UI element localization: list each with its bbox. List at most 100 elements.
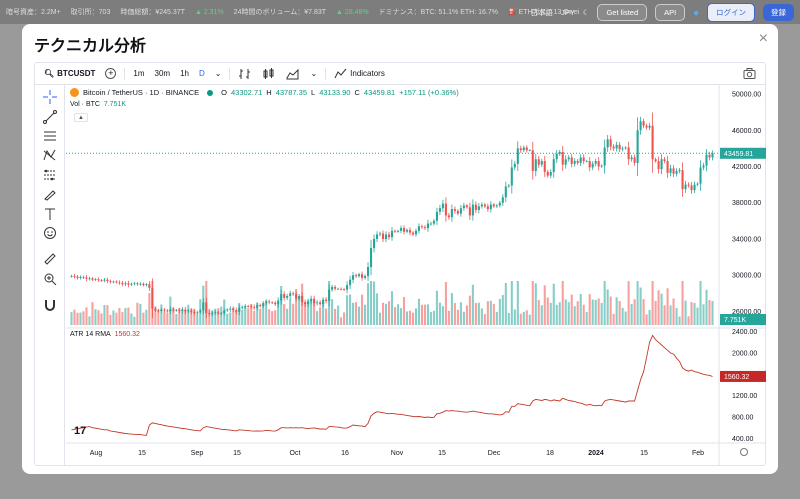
gear-icon[interactable] bbox=[740, 448, 748, 456]
collapse-legend-button[interactable]: ▲ bbox=[74, 113, 88, 122]
candle-body bbox=[393, 230, 397, 232]
compare-symbol-button[interactable]: + bbox=[100, 63, 121, 85]
trend-line-icon[interactable] bbox=[42, 109, 58, 125]
volume-bar bbox=[675, 308, 678, 325]
interval-30m[interactable]: 30m bbox=[154, 69, 171, 78]
api-button[interactable]: API bbox=[655, 3, 686, 21]
volume-bar bbox=[558, 302, 561, 325]
volume-bar bbox=[486, 301, 489, 325]
drawing-toolbar bbox=[35, 85, 65, 465]
candle-body bbox=[615, 144, 618, 149]
candle-style-button[interactable] bbox=[257, 63, 281, 85]
candle-body bbox=[378, 233, 382, 235]
volume-bar bbox=[358, 306, 361, 325]
ruler-icon[interactable] bbox=[42, 251, 58, 267]
candle-body bbox=[486, 206, 489, 210]
fib-retracement-icon[interactable] bbox=[42, 128, 58, 144]
projection-icon[interactable] bbox=[42, 167, 58, 183]
candle-body bbox=[651, 125, 654, 160]
candle-body bbox=[606, 139, 609, 148]
symbol-search[interactable]: 🔍︎ BTCUSDT bbox=[39, 63, 100, 85]
atr-tick-label: 2000.00 bbox=[732, 351, 757, 358]
area-style-button[interactable] bbox=[281, 63, 305, 85]
candle-body bbox=[223, 310, 226, 314]
crosshair-icon[interactable] bbox=[42, 89, 58, 105]
candle-body bbox=[91, 278, 94, 280]
candle-body bbox=[537, 159, 540, 165]
interval-d[interactable]: D bbox=[198, 69, 205, 78]
volume-bar bbox=[579, 294, 582, 325]
candle-body bbox=[435, 211, 438, 221]
candle-body bbox=[283, 294, 286, 298]
volume-bar bbox=[280, 286, 283, 325]
close-icon[interactable]: × bbox=[758, 30, 768, 47]
get-listed-button[interactable]: Get listed bbox=[597, 3, 648, 21]
dark-mode-icon[interactable]: ☾ bbox=[582, 7, 590, 17]
register-button[interactable]: 登録 bbox=[763, 3, 794, 21]
atr-tick-label: 2400.00 bbox=[732, 329, 757, 336]
style-dropdown[interactable]: ⌄ bbox=[305, 63, 322, 85]
candle-body bbox=[477, 206, 480, 210]
volume-bar bbox=[349, 294, 352, 325]
chart-plot-area[interactable]: 50000.00 46000.00 42000.00 38000.00 34000.00… bbox=[66, 85, 766, 465]
volume-bar bbox=[546, 297, 549, 325]
snapshot-button[interactable] bbox=[738, 63, 761, 85]
volume-bar bbox=[304, 301, 307, 325]
volume-bar bbox=[100, 313, 103, 325]
login-button[interactable]: ログイン bbox=[707, 2, 755, 22]
candle-body bbox=[690, 185, 693, 191]
language-select[interactable]: 日本語 bbox=[530, 7, 553, 17]
text-icon[interactable] bbox=[42, 206, 58, 222]
emoji-icon[interactable] bbox=[42, 225, 58, 241]
candle-body bbox=[184, 309, 187, 312]
volume-bar bbox=[163, 311, 166, 325]
indicators-button[interactable]: Indicators bbox=[329, 63, 390, 85]
candle-body bbox=[456, 210, 459, 214]
candle-body bbox=[265, 301, 268, 304]
volume-bar bbox=[672, 298, 675, 325]
volume-bar bbox=[405, 311, 409, 325]
candle-body bbox=[483, 204, 486, 207]
volume-bar bbox=[609, 296, 612, 325]
candle-body bbox=[118, 282, 121, 284]
candle-body bbox=[319, 302, 322, 305]
diamond-icon[interactable]: ◆ bbox=[693, 7, 699, 17]
candle-body bbox=[331, 286, 334, 290]
volume-bar bbox=[399, 308, 403, 325]
pattern-icon[interactable] bbox=[42, 147, 58, 163]
volume-bar bbox=[483, 314, 486, 325]
volume-bar bbox=[507, 312, 510, 325]
interval-dropdown[interactable]: ⌄ bbox=[210, 63, 227, 85]
volume-label: Vol · BTC bbox=[70, 101, 100, 108]
candle-body bbox=[229, 308, 232, 310]
candle-body bbox=[106, 279, 109, 282]
candle-body bbox=[399, 228, 403, 231]
candle-body bbox=[142, 283, 145, 286]
interval-1m[interactable]: 1m bbox=[133, 69, 145, 78]
bar-style-button[interactable] bbox=[233, 63, 257, 85]
candle-body bbox=[85, 277, 88, 279]
candle-body bbox=[576, 161, 579, 163]
volume-bar bbox=[337, 305, 340, 325]
volume-bar bbox=[525, 310, 528, 325]
candle-body bbox=[154, 308, 157, 311]
candle-body bbox=[178, 310, 181, 311]
magnet-icon[interactable] bbox=[42, 297, 58, 313]
interval-1h[interactable]: 1h bbox=[180, 69, 189, 78]
brush-icon[interactable] bbox=[42, 186, 58, 202]
candle-body bbox=[97, 279, 100, 281]
candle-body bbox=[534, 159, 537, 172]
volume-bar bbox=[633, 299, 636, 325]
volume-bar bbox=[226, 313, 229, 325]
volume-bar bbox=[112, 310, 115, 325]
volume-bar bbox=[438, 302, 441, 325]
volume-bar bbox=[699, 281, 702, 325]
zoom-in-icon[interactable] bbox=[42, 271, 58, 287]
volume-bar bbox=[600, 303, 603, 325]
atr-legend: ATR 14 RMA 1560.32 bbox=[70, 331, 140, 338]
candlestick-chart[interactable]: 50000.00 46000.00 42000.00 38000.00 34000.00… bbox=[66, 85, 766, 465]
currency-select[interactable]: JPY bbox=[560, 7, 575, 17]
indicators-icon bbox=[334, 68, 347, 79]
candle-body bbox=[262, 303, 265, 306]
candle-body bbox=[402, 228, 406, 232]
